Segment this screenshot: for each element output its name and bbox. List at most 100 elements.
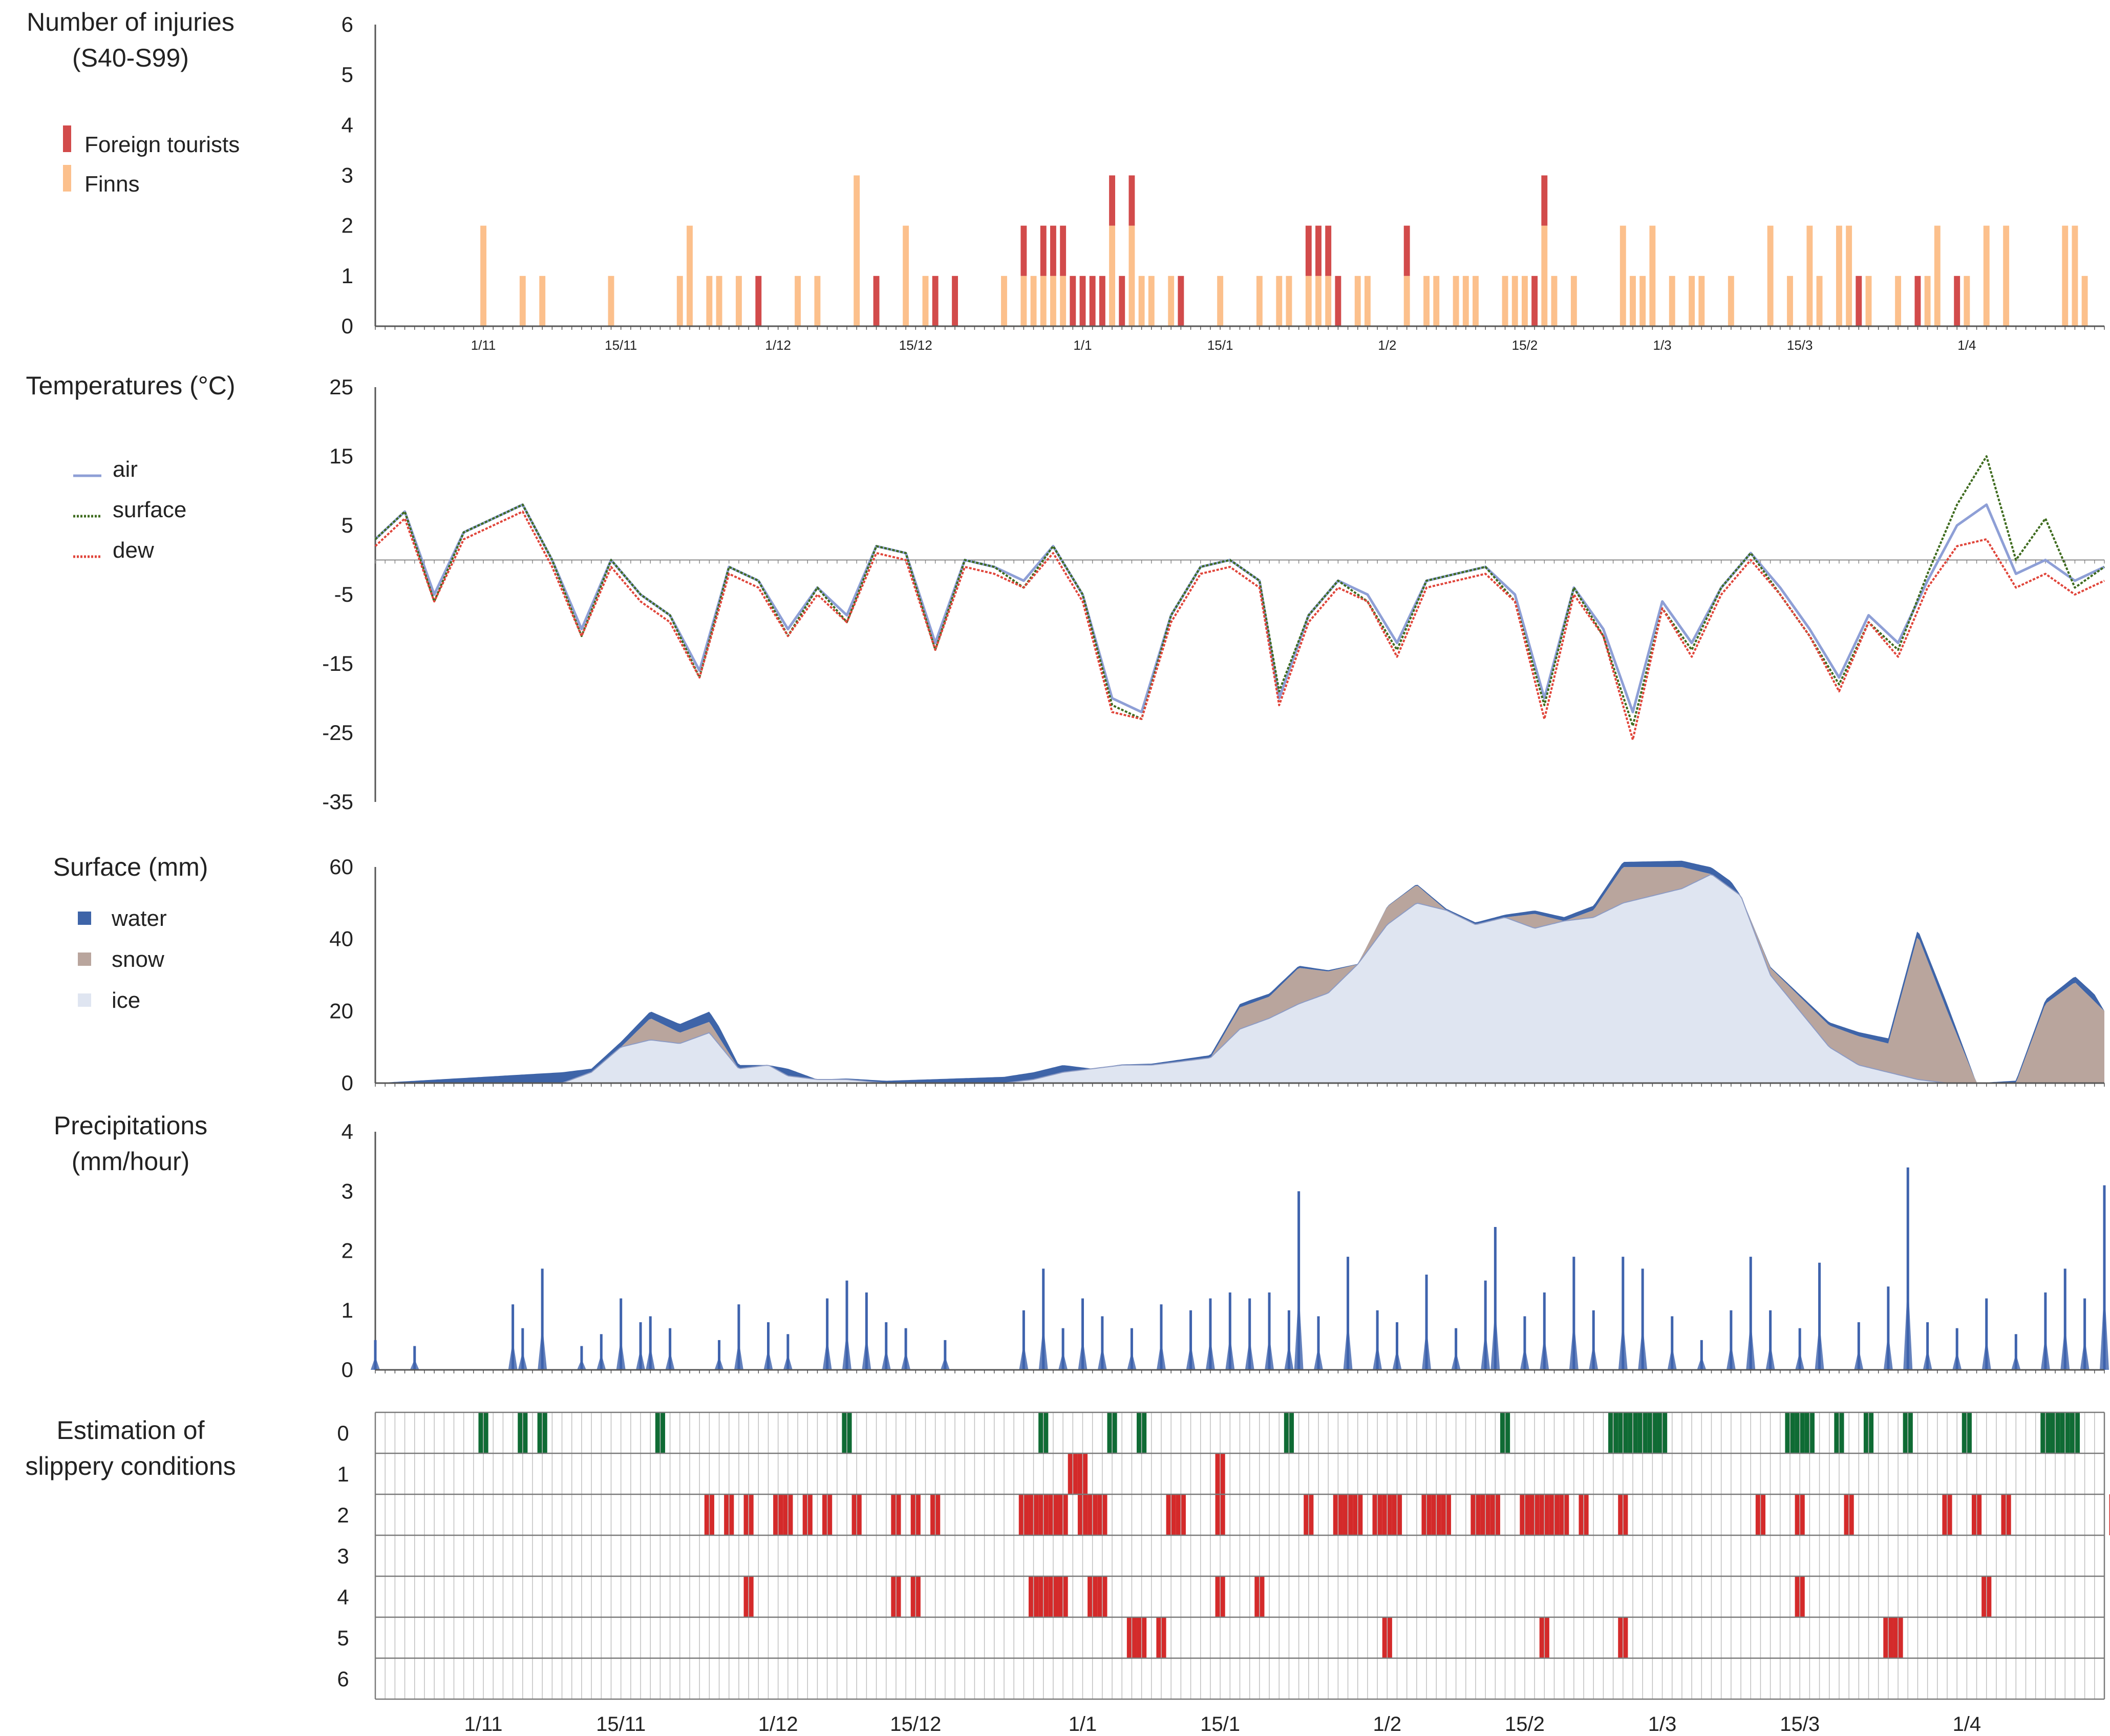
precip-y-tick-label: 4: [342, 1119, 353, 1144]
precip-spike: [616, 1338, 626, 1370]
precip-bar: [1248, 1298, 1251, 1370]
injury-bar-finns: [1816, 276, 1823, 326]
precip-spike: [1667, 1345, 1677, 1370]
injury-bar-foreign: [1954, 276, 1960, 326]
precip-spike: [1205, 1338, 1215, 1370]
injury-bar-finns: [1433, 276, 1440, 326]
slippery-x-tick-label: 1/3: [1648, 1713, 1677, 1735]
precip-bar: [1455, 1328, 1458, 1370]
surface-y-tick-label: 0: [342, 1071, 353, 1095]
injury-bar-finns: [1846, 225, 1852, 326]
precip-spike: [596, 1353, 606, 1370]
injury-bar-finns: [1895, 276, 1902, 326]
injury-bar-finns: [1619, 225, 1626, 326]
precip-bar: [620, 1298, 623, 1370]
injuries-x-tick-label: 15/1: [1207, 337, 1233, 353]
precip-spike: [1127, 1351, 1137, 1370]
injury-bar-foreign: [1040, 225, 1047, 276]
precip-bar: [1641, 1268, 1644, 1370]
surface-y-tick-label: 20: [329, 999, 353, 1023]
injury-bar-foreign: [932, 276, 939, 326]
precip-bar: [669, 1328, 672, 1370]
injury-bar-finns: [1286, 276, 1292, 326]
injury-bar-finns: [539, 276, 546, 326]
surface-area-snow: [375, 867, 2104, 1083]
slippery-x-tick-label: 15/2: [1505, 1713, 1545, 1735]
injury-bar-foreign: [1914, 276, 1921, 326]
injury-bar-finns: [814, 276, 821, 326]
precip-spike: [1097, 1345, 1107, 1370]
precip-bar: [1022, 1310, 1025, 1370]
injury-bar-finns: [2072, 225, 2078, 326]
injury-bar-finns: [1423, 276, 1430, 326]
precip-bar: [1494, 1227, 1497, 1370]
injury-bar-finns: [687, 225, 693, 326]
precip-bar: [1425, 1275, 1428, 1370]
slippery-row-label: 6: [337, 1667, 349, 1691]
injury-bar-foreign: [1079, 276, 1086, 326]
precip-spike: [1795, 1351, 1805, 1370]
precip-bar: [413, 1346, 416, 1370]
slippery-row-label: 3: [337, 1544, 349, 1568]
temperature-y-tick-label: 5: [342, 513, 353, 537]
precip-bar: [1396, 1322, 1398, 1370]
precip-bar: [1798, 1328, 1801, 1370]
precip-bar: [600, 1334, 603, 1370]
injury-bar-finns: [1728, 276, 1734, 326]
temperature-line-surface: [374, 455, 2105, 727]
precip-spike: [1490, 1305, 1500, 1370]
slippery-grid: 0 1 2 3 4 5 6 1/11 15/11 1/12 15/12 1/1 15/1 1/2 15/2 1…: [337, 1411, 2110, 1735]
precip-bar: [1985, 1298, 1988, 1370]
precip-bar: [1906, 1167, 1909, 1370]
injury-bar-finns: [795, 276, 801, 326]
injury-bar-foreign: [1089, 276, 1096, 326]
precip-bar: [1081, 1298, 1084, 1370]
injury-bar-foreign: [1335, 276, 1341, 326]
precip-y-tick-label: 3: [342, 1179, 353, 1203]
precip-spike: [1058, 1351, 1068, 1370]
precip-spike: [1265, 1335, 1274, 1370]
injury-bar-finns: [1689, 276, 1695, 326]
injuries-x-tick-label: 1/4: [1957, 337, 1976, 353]
slippery-x-tick-label: 15/12: [890, 1713, 941, 1735]
precip-spike: [1294, 1289, 1304, 1370]
precip-spike: [1569, 1319, 1579, 1370]
precip-bar: [1317, 1316, 1320, 1370]
legend-label-ice: ice: [112, 988, 140, 1013]
slippery-x-tick-label: 15/1: [1200, 1713, 1240, 1735]
precip-spike: [646, 1345, 655, 1370]
legend-label-air: air: [113, 457, 138, 482]
injury-bar-finns: [1649, 225, 1656, 326]
injury-bar-finns: [1315, 276, 1322, 326]
injury-bar-finns: [2003, 225, 2010, 326]
legend-label-snow: snow: [112, 947, 164, 972]
precip-bar: [1622, 1257, 1625, 1370]
precip-bar: [1749, 1257, 1752, 1370]
injury-bar-finns: [480, 225, 487, 326]
precip-spike: [2040, 1335, 2050, 1370]
injuries-subtitle: (S40-S99): [72, 44, 189, 72]
precip-spike: [538, 1324, 547, 1370]
precip-spike: [2100, 1286, 2109, 1370]
precip-spike: [2060, 1324, 2070, 1370]
precip-spike: [1284, 1343, 1294, 1370]
injury-bar-finns: [1511, 276, 1518, 326]
precip-spike: [1981, 1338, 1991, 1370]
precip-bar: [786, 1334, 790, 1370]
precip-bar: [1268, 1292, 1271, 1370]
precip-bar: [1347, 1257, 1350, 1370]
precip-spike: [2080, 1338, 2090, 1370]
precip-bar: [2063, 1268, 2066, 1370]
precip-spike: [1422, 1327, 1432, 1370]
injuries-title: Number of injuries: [27, 8, 235, 36]
injury-bar-finns: [1020, 276, 1027, 326]
precip-spike: [1903, 1279, 1913, 1370]
precip-spike: [1952, 1351, 1962, 1370]
precip-spike: [822, 1338, 832, 1370]
precip-spike: [1225, 1335, 1235, 1370]
precip-bar: [374, 1340, 377, 1370]
precip-bar: [1189, 1310, 1192, 1370]
injuries-x-tick-label: 1/1: [1073, 337, 1092, 353]
injuries-y-tick-label: 4: [342, 113, 353, 137]
